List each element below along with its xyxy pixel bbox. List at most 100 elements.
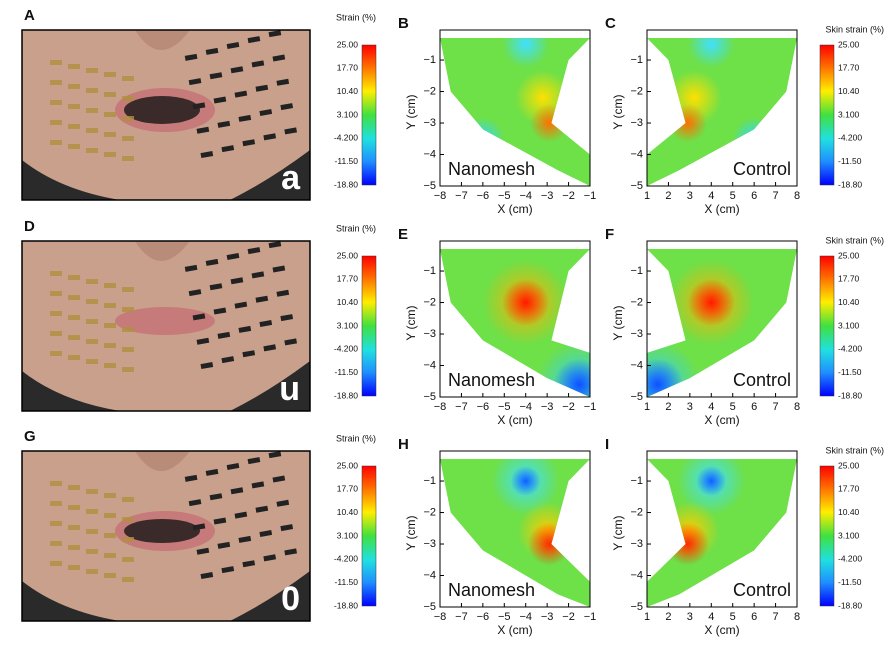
colorbar-label: 3.100 — [337, 320, 359, 330]
y-tick-label: −3 — [630, 328, 643, 340]
colorbar-label: 25.00 — [337, 460, 359, 470]
colorbar-label: -18.80 — [334, 600, 358, 610]
y-tick-label: −5 — [630, 180, 643, 192]
strain-region — [502, 278, 550, 327]
colorbar-label: -4.200 — [334, 554, 358, 564]
x-tick-label: −2 — [562, 611, 575, 623]
y-tick-label: −5 — [423, 391, 436, 403]
contour-map — [440, 249, 590, 397]
colorbar-label: -11.50 — [335, 577, 359, 587]
colorbar-label: -18.80 — [838, 600, 862, 610]
y-tick-label: −4 — [630, 569, 643, 581]
y-tick-label: −2 — [423, 296, 436, 308]
x-tick-label: −2 — [562, 401, 575, 413]
colorbar-label: 25.00 — [337, 250, 359, 260]
strain-region — [502, 38, 550, 68]
panel-label: A — [24, 7, 35, 24]
panel-label: I — [605, 436, 609, 453]
panel-label: D — [24, 218, 35, 235]
x-tick-label: 7 — [773, 190, 779, 202]
strain-region — [461, 117, 505, 161]
map-label: Nanomesh — [448, 580, 535, 600]
strain-region — [687, 278, 735, 327]
map-label: Nanomesh — [448, 159, 535, 179]
x-axis-label: X (cm) — [497, 413, 532, 427]
x-tick-label: −7 — [455, 190, 468, 202]
strain-region — [732, 117, 776, 161]
colorbar-label: 17.70 — [838, 63, 860, 73]
colorbar-label: 10.40 — [838, 297, 860, 307]
colorbar-title: Skin strain (%) — [825, 235, 884, 245]
x-tick-label: −3 — [541, 401, 554, 413]
x-tick-label: 6 — [751, 190, 757, 202]
x-tick-label: 4 — [708, 611, 714, 623]
strain-region — [527, 522, 571, 566]
y-tick-label: −4 — [423, 359, 436, 371]
colorbar-label: 25.00 — [337, 39, 359, 49]
colorbar-label: -4.200 — [838, 133, 862, 143]
panel-label: B — [398, 15, 409, 32]
colorbar-label: 3.100 — [337, 109, 359, 119]
y-tick-label: −5 — [630, 391, 643, 403]
x-axis-label: X (cm) — [704, 413, 739, 427]
y-tick-label: −4 — [630, 148, 643, 160]
colorbar-label: -18.80 — [838, 390, 862, 400]
strain-region — [530, 103, 569, 143]
y-axis-label: Y (cm) — [404, 515, 418, 550]
y-tick-label: −5 — [630, 601, 643, 613]
x-tick-label: −3 — [541, 190, 554, 202]
x-tick-label: 3 — [687, 401, 693, 413]
y-tick-label: −4 — [423, 569, 436, 581]
y-tick-label: −1 — [630, 265, 643, 277]
y-tick-label: −2 — [630, 296, 643, 308]
colorbar-label: 25.00 — [838, 250, 860, 260]
plot-frame — [439, 240, 591, 398]
x-tick-label: −1 — [584, 190, 597, 202]
sound-label: 0 — [281, 580, 300, 618]
colorbar-label: -4.200 — [838, 344, 862, 354]
x-tick-label: −8 — [434, 611, 447, 623]
colorbar-label: -11.50 — [838, 367, 862, 377]
y-axis-label: Y (cm) — [404, 94, 418, 129]
plot-frame — [439, 450, 591, 608]
colorbar-label: 25.00 — [838, 39, 860, 49]
y-tick-label: −2 — [630, 85, 643, 97]
x-tick-label: 2 — [665, 611, 671, 623]
x-tick-label: 8 — [794, 401, 800, 413]
colorbar-label: 3.100 — [838, 530, 860, 540]
contour-map — [647, 459, 797, 607]
x-tick-label: −4 — [519, 611, 532, 623]
plot-frame — [439, 29, 591, 187]
colorbar — [361, 465, 377, 607]
x-tick-label: 2 — [665, 190, 671, 202]
y-axis-label: Y (cm) — [611, 515, 625, 550]
colorbar-label: -18.80 — [334, 390, 358, 400]
x-axis-label: X (cm) — [497, 202, 532, 216]
x-tick-label: −7 — [455, 611, 468, 623]
x-tick-label: 5 — [730, 611, 736, 623]
x-tick-label: 1 — [644, 190, 650, 202]
x-tick-label: −4 — [519, 401, 532, 413]
strain-region — [647, 358, 684, 397]
x-axis-label: X (cm) — [704, 623, 739, 637]
y-tick-label: −1 — [423, 54, 436, 66]
y-axis-label: Y (cm) — [611, 94, 625, 129]
y-tick-label: −3 — [630, 117, 643, 129]
x-axis-label: X (cm) — [704, 202, 739, 216]
y-tick-label: −1 — [630, 475, 643, 487]
y-tick-label: −1 — [423, 475, 436, 487]
x-tick-label: −2 — [562, 190, 575, 202]
colorbar-label: 3.100 — [337, 530, 359, 540]
colorbar-label: -4.200 — [334, 344, 358, 354]
plot-frame — [646, 450, 798, 608]
y-tick-label: −2 — [630, 506, 643, 518]
colorbar — [361, 255, 377, 397]
x-tick-label: 3 — [687, 190, 693, 202]
x-tick-label: −5 — [498, 190, 511, 202]
plot-frame — [646, 29, 798, 187]
colorbar-label: 10.40 — [337, 86, 359, 96]
x-tick-label: 6 — [751, 401, 757, 413]
y-tick-label: −2 — [423, 85, 436, 97]
map-label: Control — [733, 580, 791, 600]
y-axis-label: Y (cm) — [611, 305, 625, 340]
